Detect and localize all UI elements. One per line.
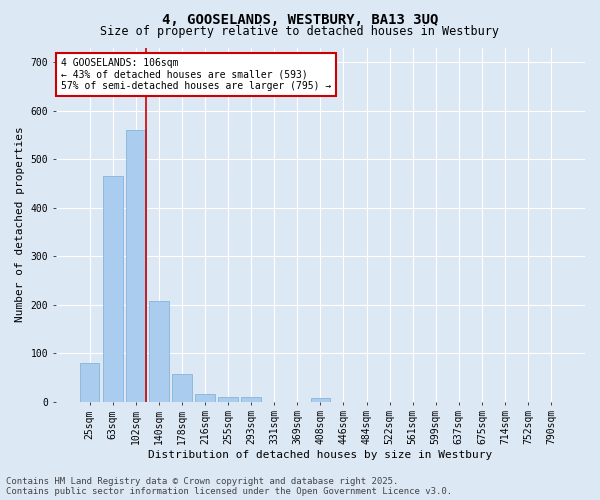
- X-axis label: Distribution of detached houses by size in Westbury: Distribution of detached houses by size …: [148, 450, 493, 460]
- Bar: [218, 396, 238, 402]
- Bar: [126, 130, 146, 402]
- Bar: [103, 176, 122, 402]
- Bar: [311, 398, 330, 402]
- Text: 4 GOOSELANDS: 106sqm
← 43% of detached houses are smaller (593)
57% of semi-deta: 4 GOOSELANDS: 106sqm ← 43% of detached h…: [61, 58, 331, 92]
- Text: 4, GOOSELANDS, WESTBURY, BA13 3UQ: 4, GOOSELANDS, WESTBURY, BA13 3UQ: [162, 12, 438, 26]
- Bar: [241, 396, 261, 402]
- Bar: [149, 301, 169, 402]
- Text: Size of property relative to detached houses in Westbury: Size of property relative to detached ho…: [101, 25, 499, 38]
- Y-axis label: Number of detached properties: Number of detached properties: [15, 126, 25, 322]
- Bar: [80, 363, 100, 402]
- Text: Contains HM Land Registry data © Crown copyright and database right 2025.
Contai: Contains HM Land Registry data © Crown c…: [6, 476, 452, 496]
- Bar: [195, 394, 215, 402]
- Bar: [172, 374, 192, 402]
